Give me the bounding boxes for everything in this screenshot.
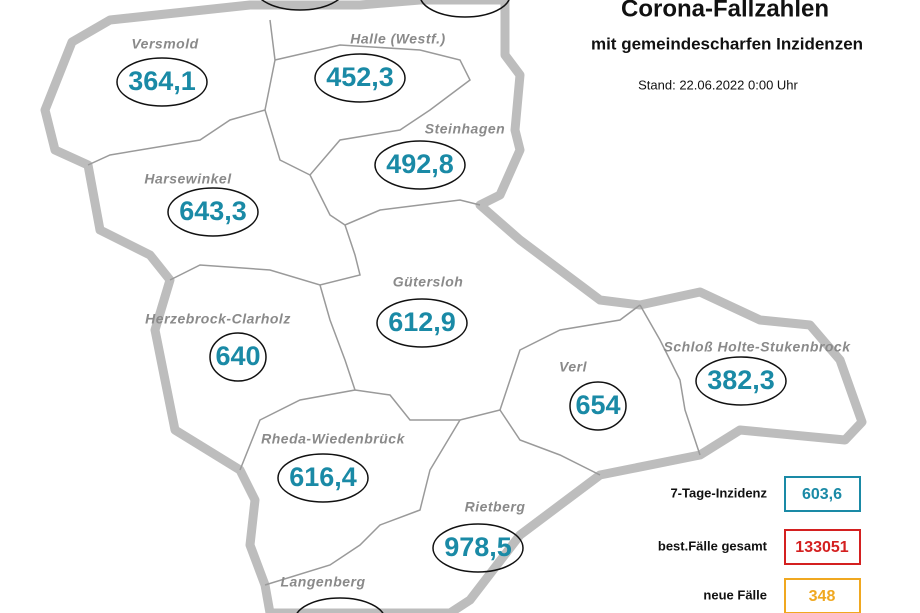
region-incidence: 382,3 <box>707 365 775 395</box>
legend-label: neue Fälle <box>703 587 767 602</box>
region-name: Steinhagen <box>425 121 505 137</box>
border <box>499 409 601 476</box>
region-incidence: 616,4 <box>289 462 357 492</box>
legend-box <box>784 578 861 613</box>
region-incidence: 364,1 <box>128 66 196 96</box>
border <box>639 304 701 456</box>
legend-label: 7-Tage-Inzidenz <box>670 485 767 500</box>
value-ellipse <box>209 332 267 382</box>
legend: 7-Tage-Inzidenz 603,6 best.Fälle gesamt 133… <box>658 476 861 613</box>
region-name: Schloß Holte-Stukenbrock <box>663 339 851 355</box>
border <box>354 304 641 421</box>
region-incidence: 654 <box>575 390 620 420</box>
value-ellipse <box>420 0 510 18</box>
legend-value: 603,6 <box>802 486 842 503</box>
region-incidence: 643,3 <box>179 196 247 226</box>
value-ellipse <box>116 57 208 107</box>
region-incidence: 452,3 <box>326 62 394 92</box>
region-name: Harsewinkel <box>144 171 232 187</box>
value-ellipse <box>296 597 384 613</box>
value-ellipse <box>314 53 406 103</box>
region-name: Halle (Westf.) <box>350 31 445 47</box>
region-name: Versmold <box>131 36 198 52</box>
value-ellipse <box>261 0 339 11</box>
region-name: Langenberg <box>280 574 365 590</box>
region-incidence: 492,8 <box>386 149 454 179</box>
value-ellipse <box>695 356 787 406</box>
value-ellipse <box>374 140 466 190</box>
region-name: Gütersloh <box>393 274 464 290</box>
value-ellipse <box>432 523 524 573</box>
region-incidence: 978,5 <box>444 532 512 562</box>
value-ellipse <box>277 453 369 503</box>
region-labels: Versmold 364,1 Halle (Westf.) 452,3 Steinhag… <box>116 31 851 590</box>
value-ellipse <box>376 298 468 348</box>
region-incidence: 640 <box>215 341 260 371</box>
legend-box <box>784 529 861 565</box>
subtitle: mit gemeindescharfen Inzidenzen <box>591 34 863 53</box>
legend-value: 348 <box>809 588 836 605</box>
region-name: Rietberg <box>465 499 526 515</box>
legend-box <box>784 476 861 512</box>
region-name: Herzebrock-Clarholz <box>145 311 291 327</box>
border <box>264 44 471 176</box>
region-incidence: 612,9 <box>388 307 456 337</box>
legend-label: best.Fälle gesamt <box>658 538 768 553</box>
value-ellipse <box>167 187 259 237</box>
stand-date: Stand: 22.06.2022 0:00 Uhr <box>638 77 798 92</box>
legend-value: 133051 <box>795 539 848 556</box>
region-name: Verl <box>559 359 588 375</box>
border <box>264 419 461 586</box>
border <box>309 174 481 226</box>
value-ellipse <box>569 381 627 431</box>
title: Corona-Fallzahlen <box>621 0 829 22</box>
region-name: Rheda-Wiedenbrück <box>261 431 405 447</box>
